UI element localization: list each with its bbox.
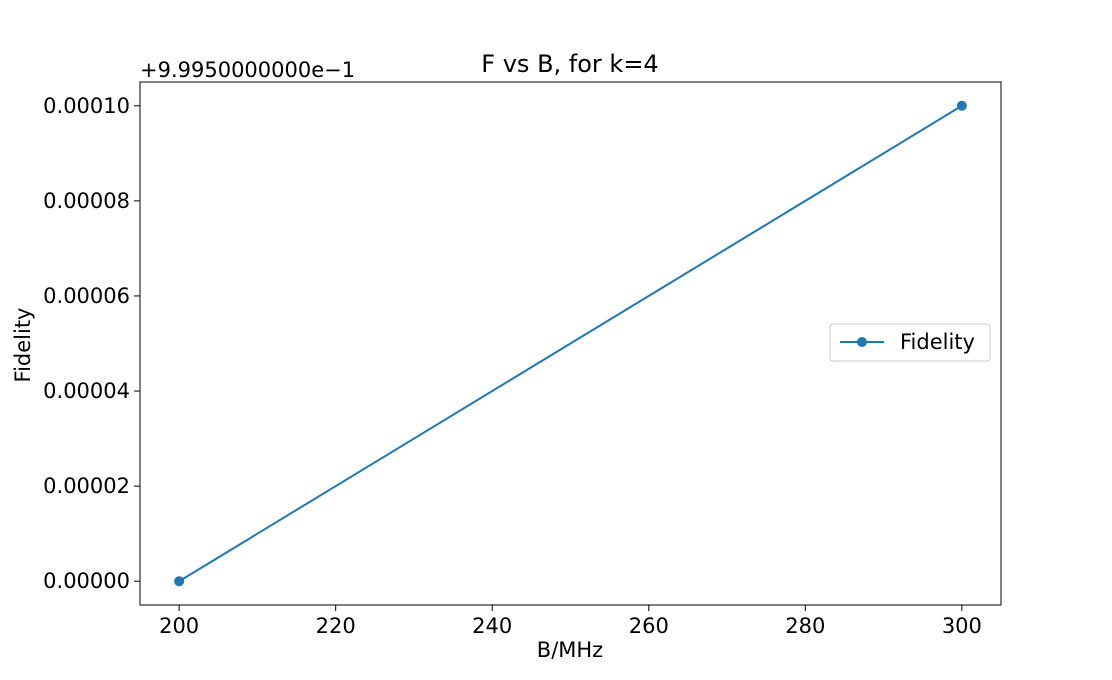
y-tick-label: 0.00008 [43, 189, 130, 213]
legend-marker-fidelity [857, 337, 867, 347]
y-tick-label: 0.00000 [43, 569, 130, 593]
y-tick-label: 0.00004 [43, 379, 130, 403]
series-layer [174, 100, 967, 587]
legend: Fidelity [829, 323, 991, 362]
y-tick-label: 0.00010 [43, 94, 130, 118]
x-tick-label: 220 [316, 614, 356, 638]
y-tick-label: 0.00002 [43, 474, 130, 498]
x-tick-label: 260 [629, 614, 669, 638]
y-axis-label: Fidelity [11, 308, 35, 383]
x-axis: 200 220 240 260 280 300 [159, 605, 982, 638]
chart-title: F vs B, for k=4 [481, 50, 658, 78]
x-axis-label: B/MHz [537, 638, 603, 662]
x-tick-label: 280 [785, 614, 825, 638]
y-tick-label: 0.00006 [43, 284, 130, 308]
data-point [956, 100, 967, 111]
data-point [174, 576, 185, 587]
x-tick-label: 200 [159, 614, 199, 638]
series-line-fidelity [178, 104, 963, 583]
x-tick-label: 300 [942, 614, 982, 638]
x-tick-label: 240 [472, 614, 512, 638]
legend-box [829, 323, 991, 362]
legend-label-fidelity: Fidelity [900, 330, 975, 354]
y-axis: 0.00000 0.00002 0.00004 0.00006 0.00008 0.000… [43, 94, 140, 593]
y-axis-offset-label: +9.9950000000e−1 [140, 58, 355, 82]
plot-area [139, 81, 1002, 606]
